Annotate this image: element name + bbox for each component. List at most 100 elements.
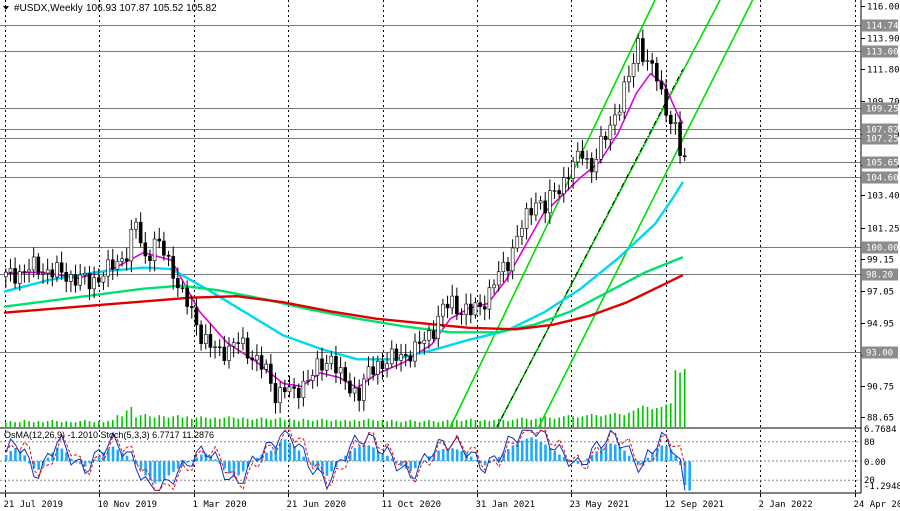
volume-bar xyxy=(232,417,235,427)
price-bar-body xyxy=(589,158,594,173)
osma-bar xyxy=(167,461,171,476)
ohlc-values: 106.93 107.87 105.52 105.82 xyxy=(86,3,217,14)
price-bar-body xyxy=(269,363,273,384)
volume-bar xyxy=(325,419,328,427)
volume-bar xyxy=(209,418,212,427)
volume-bar xyxy=(130,406,133,427)
volume-bar xyxy=(37,421,40,427)
price-bar-body xyxy=(27,269,31,273)
osma-bar xyxy=(674,455,677,461)
volume-bar xyxy=(56,421,58,427)
price-bar-body xyxy=(357,387,362,401)
volume-bar xyxy=(84,419,86,427)
osma-bar xyxy=(609,443,612,461)
price-bar-body xyxy=(245,337,250,359)
osma-bar xyxy=(97,455,101,461)
osma-bar xyxy=(683,461,687,485)
volume-bar xyxy=(367,418,370,427)
osma-bar xyxy=(330,461,333,472)
price-bar-body xyxy=(278,387,282,404)
volume-bar xyxy=(660,406,663,427)
osma-bar xyxy=(158,461,161,482)
volume-bar xyxy=(228,416,230,427)
volume-bar xyxy=(102,422,105,427)
price-bar-body xyxy=(664,88,668,116)
osma-bar xyxy=(325,461,329,476)
price-bar-body xyxy=(366,366,371,380)
volume-bar xyxy=(414,421,416,427)
osma-bar xyxy=(28,461,31,464)
oscillator-axis-label: 20 xyxy=(864,476,875,486)
osma-bar xyxy=(651,452,654,461)
osma-bar xyxy=(567,459,571,461)
volume-bar xyxy=(260,417,263,427)
osma-bar xyxy=(302,456,305,461)
volume-bar xyxy=(525,418,528,427)
price-bar-body xyxy=(375,360,380,375)
osma-bar xyxy=(181,461,185,466)
price-bar-body xyxy=(83,273,87,276)
osma-bar xyxy=(307,461,310,463)
price-bar-body xyxy=(659,80,664,90)
price-bar-body xyxy=(222,346,227,361)
osma-bar xyxy=(237,461,240,476)
triangle-down-icon[interactable] xyxy=(3,6,9,10)
volume-bar xyxy=(600,416,602,427)
osma-bar xyxy=(353,448,357,461)
price-bar-body xyxy=(338,367,343,374)
level-label-box xyxy=(862,45,898,58)
osma-bar xyxy=(223,461,226,469)
x-tick-label: 21 Jun 2020 xyxy=(287,500,347,510)
level-label-box xyxy=(862,171,898,184)
volume-bar xyxy=(74,422,77,427)
price-bar-body xyxy=(190,306,194,308)
volume-bar xyxy=(488,421,491,427)
price-bar-body xyxy=(259,355,264,370)
osma-bar xyxy=(23,455,26,461)
price-bar-body xyxy=(320,358,324,371)
volume-bar xyxy=(474,419,477,427)
price-bar-body xyxy=(17,271,22,284)
x-tick-label: 21 Jul 2019 xyxy=(4,500,64,510)
volume-bar xyxy=(167,417,170,427)
volume-bar xyxy=(107,421,109,427)
volume-bar xyxy=(386,421,388,427)
osma-bar xyxy=(316,461,319,470)
price-bar-body xyxy=(180,287,185,289)
price-bar-body xyxy=(575,150,580,163)
volume-bar xyxy=(502,419,505,427)
volume-bar xyxy=(23,419,26,427)
volume-bar xyxy=(674,370,677,427)
volume-bar xyxy=(158,415,161,427)
price-bar-body xyxy=(468,303,473,316)
price-bar-body xyxy=(585,158,589,160)
volume-bar xyxy=(344,419,347,427)
price-bar-body xyxy=(73,274,78,286)
price-bar-body xyxy=(310,375,315,381)
osma-bar xyxy=(102,452,106,461)
volume-bar xyxy=(335,419,337,427)
osma-bar xyxy=(88,461,92,464)
price-bar-body xyxy=(417,341,422,344)
osma-bar xyxy=(283,439,287,461)
volume-bar xyxy=(186,416,188,427)
volume-bar xyxy=(121,416,123,427)
price-bar-body xyxy=(301,380,306,398)
osma-bar xyxy=(530,437,533,461)
osma-bar xyxy=(195,457,199,461)
price-bar-body xyxy=(329,356,334,364)
osma-bar xyxy=(190,459,194,461)
osma-bar xyxy=(400,461,403,466)
stoch-main-line xyxy=(5,429,686,491)
volume-bar xyxy=(683,369,686,427)
osma-bar xyxy=(423,460,426,461)
volume-bar xyxy=(321,418,323,427)
osma-bar xyxy=(339,460,343,462)
volume-bar xyxy=(149,416,151,427)
osma-bar xyxy=(381,453,385,461)
volume-bar xyxy=(251,419,254,427)
level-label-box xyxy=(862,19,898,32)
volume-bar xyxy=(377,421,379,427)
price-bar-body xyxy=(8,268,13,273)
osma-bar xyxy=(460,451,464,461)
